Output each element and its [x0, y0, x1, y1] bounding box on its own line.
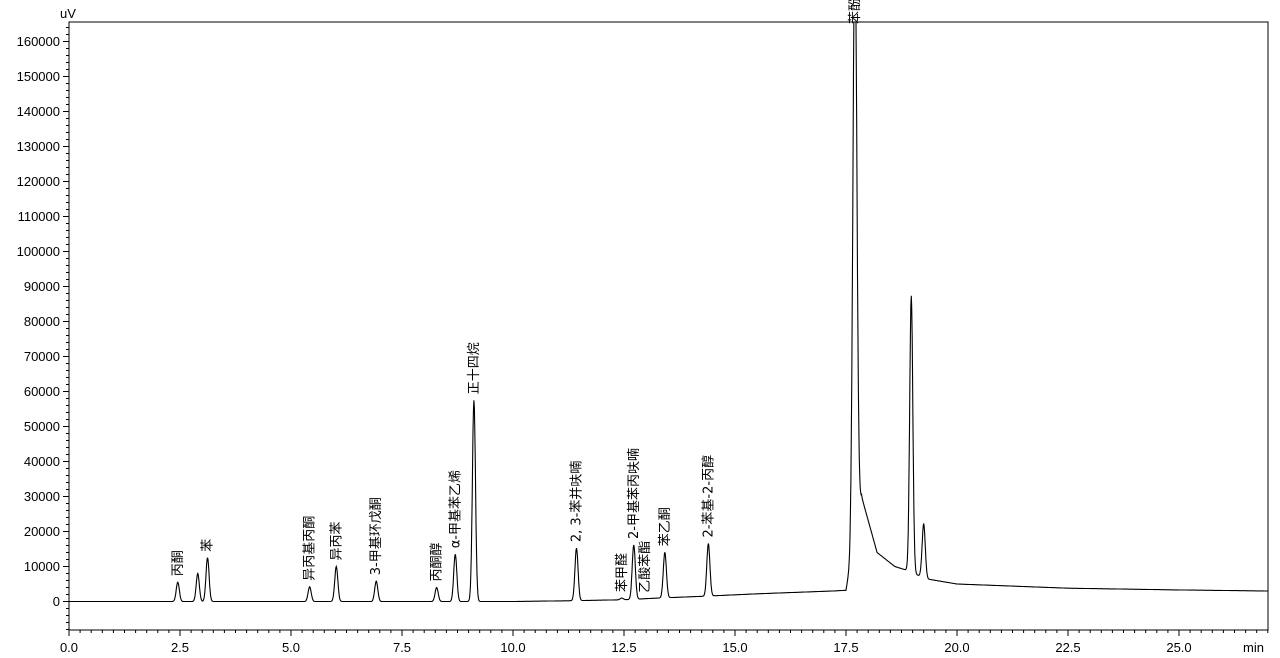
peak-label: 苯酚: [848, 0, 863, 24]
y-tick-label: 100000: [17, 244, 60, 259]
y-tick-label: 50000: [24, 419, 60, 434]
y-tick-label: 40000: [24, 454, 60, 469]
x-tick-label: 5.0: [282, 640, 300, 655]
x-axis: 0.0 2.5 5.0 7.5 10.0 12.5 15.0 17.5 20.0 22.5 25.0: [60, 630, 1269, 655]
x-tick-label: 10.0: [500, 640, 525, 655]
peak-label: 异丙苯: [329, 521, 344, 560]
y-tick-label: 30000: [24, 489, 60, 504]
x-tick-label: 22.5: [1055, 640, 1080, 655]
y-tick-label: 10000: [24, 559, 60, 574]
y-axis-unit-label: uV: [60, 6, 76, 21]
peak-label: 异丙基丙酮: [303, 516, 318, 581]
peak-label: 丙酮: [171, 550, 186, 576]
peak-label: 2-苯基-2-丙醇: [700, 455, 716, 538]
peak-label: 3-甲基环戊酮: [369, 497, 384, 575]
x-tick-label: 7.5: [393, 640, 411, 655]
x-tick-label: 20.0: [944, 640, 969, 655]
y-tick-label: 120000: [17, 174, 60, 189]
y-tick-label: 70000: [24, 349, 60, 364]
y-tick-label: 160000: [17, 34, 60, 49]
y-tick-label: 20000: [24, 524, 60, 539]
x-tick-label: 15.0: [722, 640, 747, 655]
y-tick-label: 110000: [18, 209, 60, 224]
peak-label: 2, 3-苯并呋喃: [569, 461, 584, 543]
peak-label: 丙酮醇: [429, 542, 445, 581]
peak-label: 苯: [201, 539, 216, 552]
x-tick-label: 25.0: [1166, 640, 1191, 655]
peak-labels: 丙酮 苯 异丙基丙酮 异丙苯 3-甲基环戊酮丙酮醇α-甲基苯乙烯 正十四烷 2, 3-苯并呋…: [171, 0, 863, 593]
x-tick-label: 17.5: [833, 640, 858, 655]
x-tick-label: 0.0: [60, 640, 78, 655]
y-tick-label: 0: [53, 594, 60, 609]
y-tick-label: 90000: [24, 279, 60, 294]
y-tick-label: 60000: [24, 384, 60, 399]
y-tick-label: 130000: [17, 139, 60, 154]
y-tick-label: 150000: [17, 69, 60, 84]
peak-label: 正十四烷: [467, 342, 482, 394]
x-tick-label: 12.5: [611, 640, 636, 655]
chromatogram-trace: [69, 22, 1268, 603]
x-axis-unit-label: min: [1243, 640, 1264, 655]
peak-label: 乙酸苯酯: [638, 541, 653, 593]
peak-label: 苯甲醛: [614, 553, 630, 592]
x-tick-label: 2.5: [171, 640, 189, 655]
y-tick-label: 80000: [24, 314, 60, 329]
y-axis: 0 10000 20000 30000 40000 50000 60000 70000 8000…: [17, 27, 69, 630]
peak-label: α-甲基苯乙烯: [448, 470, 463, 548]
y-tick-label: 140000: [17, 104, 60, 119]
peak-label: 苯乙酮: [658, 507, 673, 546]
peak-label: 2-甲基苯丙呋喃: [627, 448, 642, 539]
